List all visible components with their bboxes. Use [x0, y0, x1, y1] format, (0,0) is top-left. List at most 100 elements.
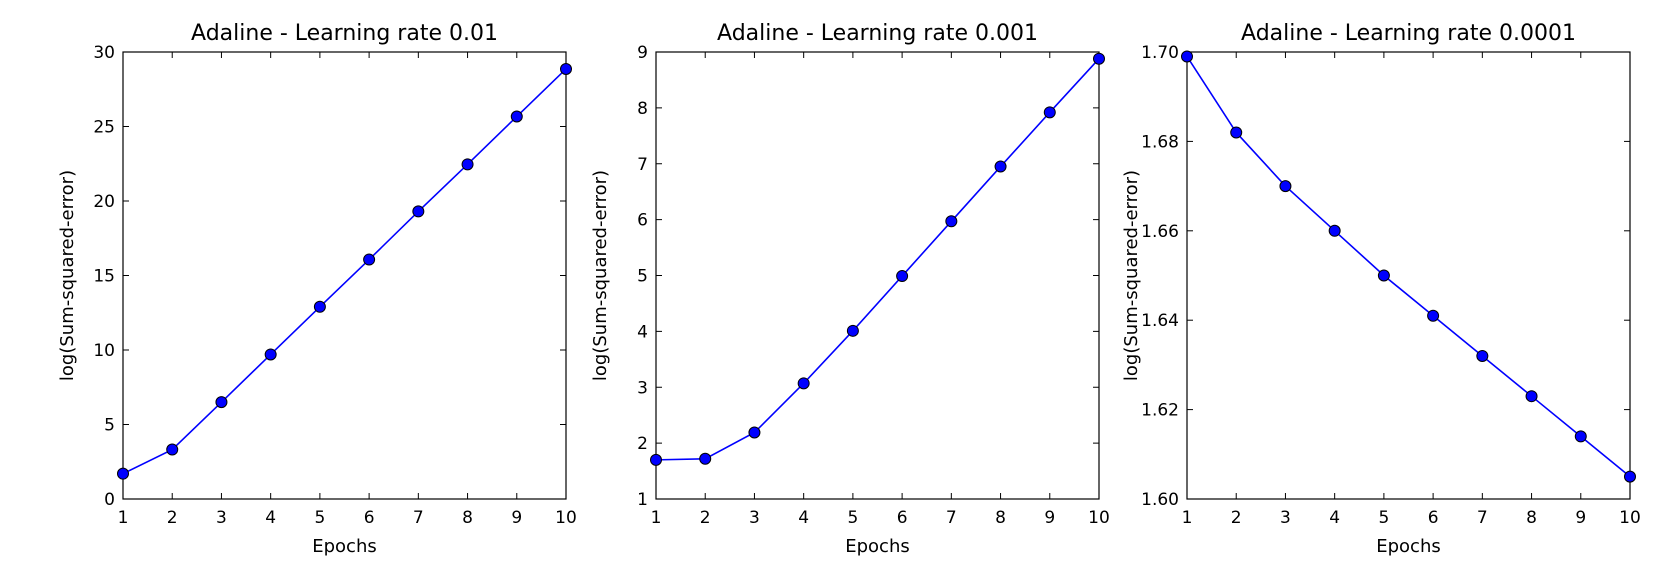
- x-tick-label: 4: [1329, 508, 1340, 528]
- y-axis-label: log(Sum-squared-error): [57, 170, 78, 381]
- x-tick-label: 6: [364, 508, 375, 528]
- data-point: [166, 443, 179, 456]
- y-tick-label: 1.68: [1141, 132, 1179, 152]
- x-tick-label: 2: [167, 508, 178, 528]
- x-tick-label: 7: [413, 508, 424, 528]
- y-tick-label: 1.70: [1141, 43, 1179, 63]
- data-point: [1093, 52, 1105, 65]
- y-tick-label: 4: [637, 322, 648, 342]
- data-point: [1043, 106, 1056, 119]
- x-axis-label: Epochs: [845, 536, 910, 557]
- y-tick-label: 30: [93, 43, 115, 63]
- data-point: [748, 426, 761, 439]
- y-axis-label: log(Sum-squared-error): [590, 170, 611, 381]
- x-tick-label: 9: [1575, 508, 1586, 528]
- data-point: [650, 453, 662, 466]
- data-point: [461, 158, 474, 171]
- x-tick-label: 6: [1428, 508, 1439, 528]
- y-tick-label: 3: [637, 378, 648, 398]
- data-point: [896, 270, 909, 283]
- subplot-learning-rate-0-01: Adaline - Learning rate 0.01 Epochs log(…: [57, 21, 577, 557]
- x-tick-label: 1: [651, 508, 662, 528]
- data-point: [1279, 180, 1292, 193]
- subplot-learning-rate-0-0001: Adaline - Learning rate 0.0001 Epochs lo…: [1121, 21, 1641, 557]
- y-tick-label: 5: [104, 416, 115, 436]
- data-point: [1377, 269, 1390, 282]
- x-tick-label: 1: [1182, 508, 1193, 528]
- y-tick-label: 25: [93, 118, 115, 138]
- data-point: [313, 300, 326, 313]
- x-tick-label: 8: [1526, 508, 1537, 528]
- y-tick-label: 8: [637, 99, 648, 119]
- x-tick-label: 2: [700, 508, 711, 528]
- axes-frame: [1186, 51, 1631, 500]
- chart-title: Adaline - Learning rate 0.01: [191, 21, 498, 46]
- data-point: [1427, 309, 1440, 322]
- x-tick-label: 7: [1477, 508, 1488, 528]
- x-tick-label: 8: [462, 508, 473, 528]
- y-tick-label: 2: [637, 434, 648, 454]
- x-tick-label: 7: [946, 508, 957, 528]
- x-tick-label: 6: [897, 508, 908, 528]
- x-axis-label: Epochs: [1376, 536, 1441, 557]
- y-tick-label: 20: [93, 192, 115, 212]
- data-point: [560, 62, 572, 75]
- y-tick-label: 5: [637, 267, 648, 287]
- y-tick-label: 1.66: [1141, 222, 1179, 242]
- x-tick-label: 3: [1280, 508, 1291, 528]
- data-point: [1328, 224, 1341, 237]
- y-axis-label: log(Sum-squared-error): [1121, 170, 1142, 381]
- data-point: [117, 467, 129, 480]
- x-axis-label: Epochs: [312, 536, 377, 557]
- x-tick-label: 1: [118, 508, 129, 528]
- data-point: [1574, 430, 1587, 443]
- x-tick-label: 4: [798, 508, 809, 528]
- y-tick-label: 15: [93, 267, 115, 287]
- data-point: [264, 348, 277, 361]
- series-line: [1186, 56, 1631, 478]
- x-tick-label: 3: [749, 508, 760, 528]
- y-tick-label: 0: [104, 490, 115, 510]
- axes-frame: [655, 51, 1100, 500]
- data-point: [1230, 126, 1243, 139]
- data-point: [1525, 390, 1538, 403]
- data-point: [1624, 470, 1636, 483]
- series-line: [122, 68, 567, 475]
- subplot-learning-rate-0-001: Adaline - Learning rate 0.001 Epochs log…: [590, 21, 1110, 557]
- x-tick-label: 10: [1088, 508, 1110, 528]
- x-tick-label: 10: [1619, 508, 1641, 528]
- x-tick-label: 9: [1044, 508, 1055, 528]
- y-tick-label: 1.64: [1141, 311, 1179, 331]
- series-line: [655, 58, 1100, 461]
- data-point: [797, 377, 810, 390]
- x-tick-label: 10: [555, 508, 577, 528]
- chart-title: Adaline - Learning rate 0.0001: [1241, 21, 1576, 46]
- x-tick-label: 9: [511, 508, 522, 528]
- x-tick-label: 2: [1231, 508, 1242, 528]
- x-tick-label: 4: [265, 508, 276, 528]
- data-point: [994, 160, 1007, 173]
- data-point: [1181, 50, 1193, 63]
- y-tick-label: 1.62: [1141, 401, 1179, 421]
- data-point: [412, 205, 425, 218]
- y-tick-label: 9: [637, 43, 648, 63]
- x-tick-label: 5: [1378, 508, 1389, 528]
- data-point: [363, 253, 376, 266]
- data-point: [215, 396, 228, 409]
- y-tick-label: 10: [93, 341, 115, 361]
- x-tick-label: 3: [216, 508, 227, 528]
- data-point: [1476, 349, 1489, 362]
- data-point: [945, 215, 958, 228]
- data-point: [846, 324, 859, 337]
- x-tick-label: 5: [314, 508, 325, 528]
- data-point: [510, 110, 523, 123]
- x-tick-label: 8: [995, 508, 1006, 528]
- y-tick-label: 6: [637, 211, 648, 231]
- x-tick-label: 5: [847, 508, 858, 528]
- chart-title: Adaline - Learning rate 0.001: [717, 21, 1038, 46]
- y-tick-label: 7: [637, 155, 648, 175]
- data-point: [699, 452, 712, 465]
- y-tick-label: 1.60: [1141, 490, 1179, 510]
- y-tick-label: 1: [637, 490, 648, 510]
